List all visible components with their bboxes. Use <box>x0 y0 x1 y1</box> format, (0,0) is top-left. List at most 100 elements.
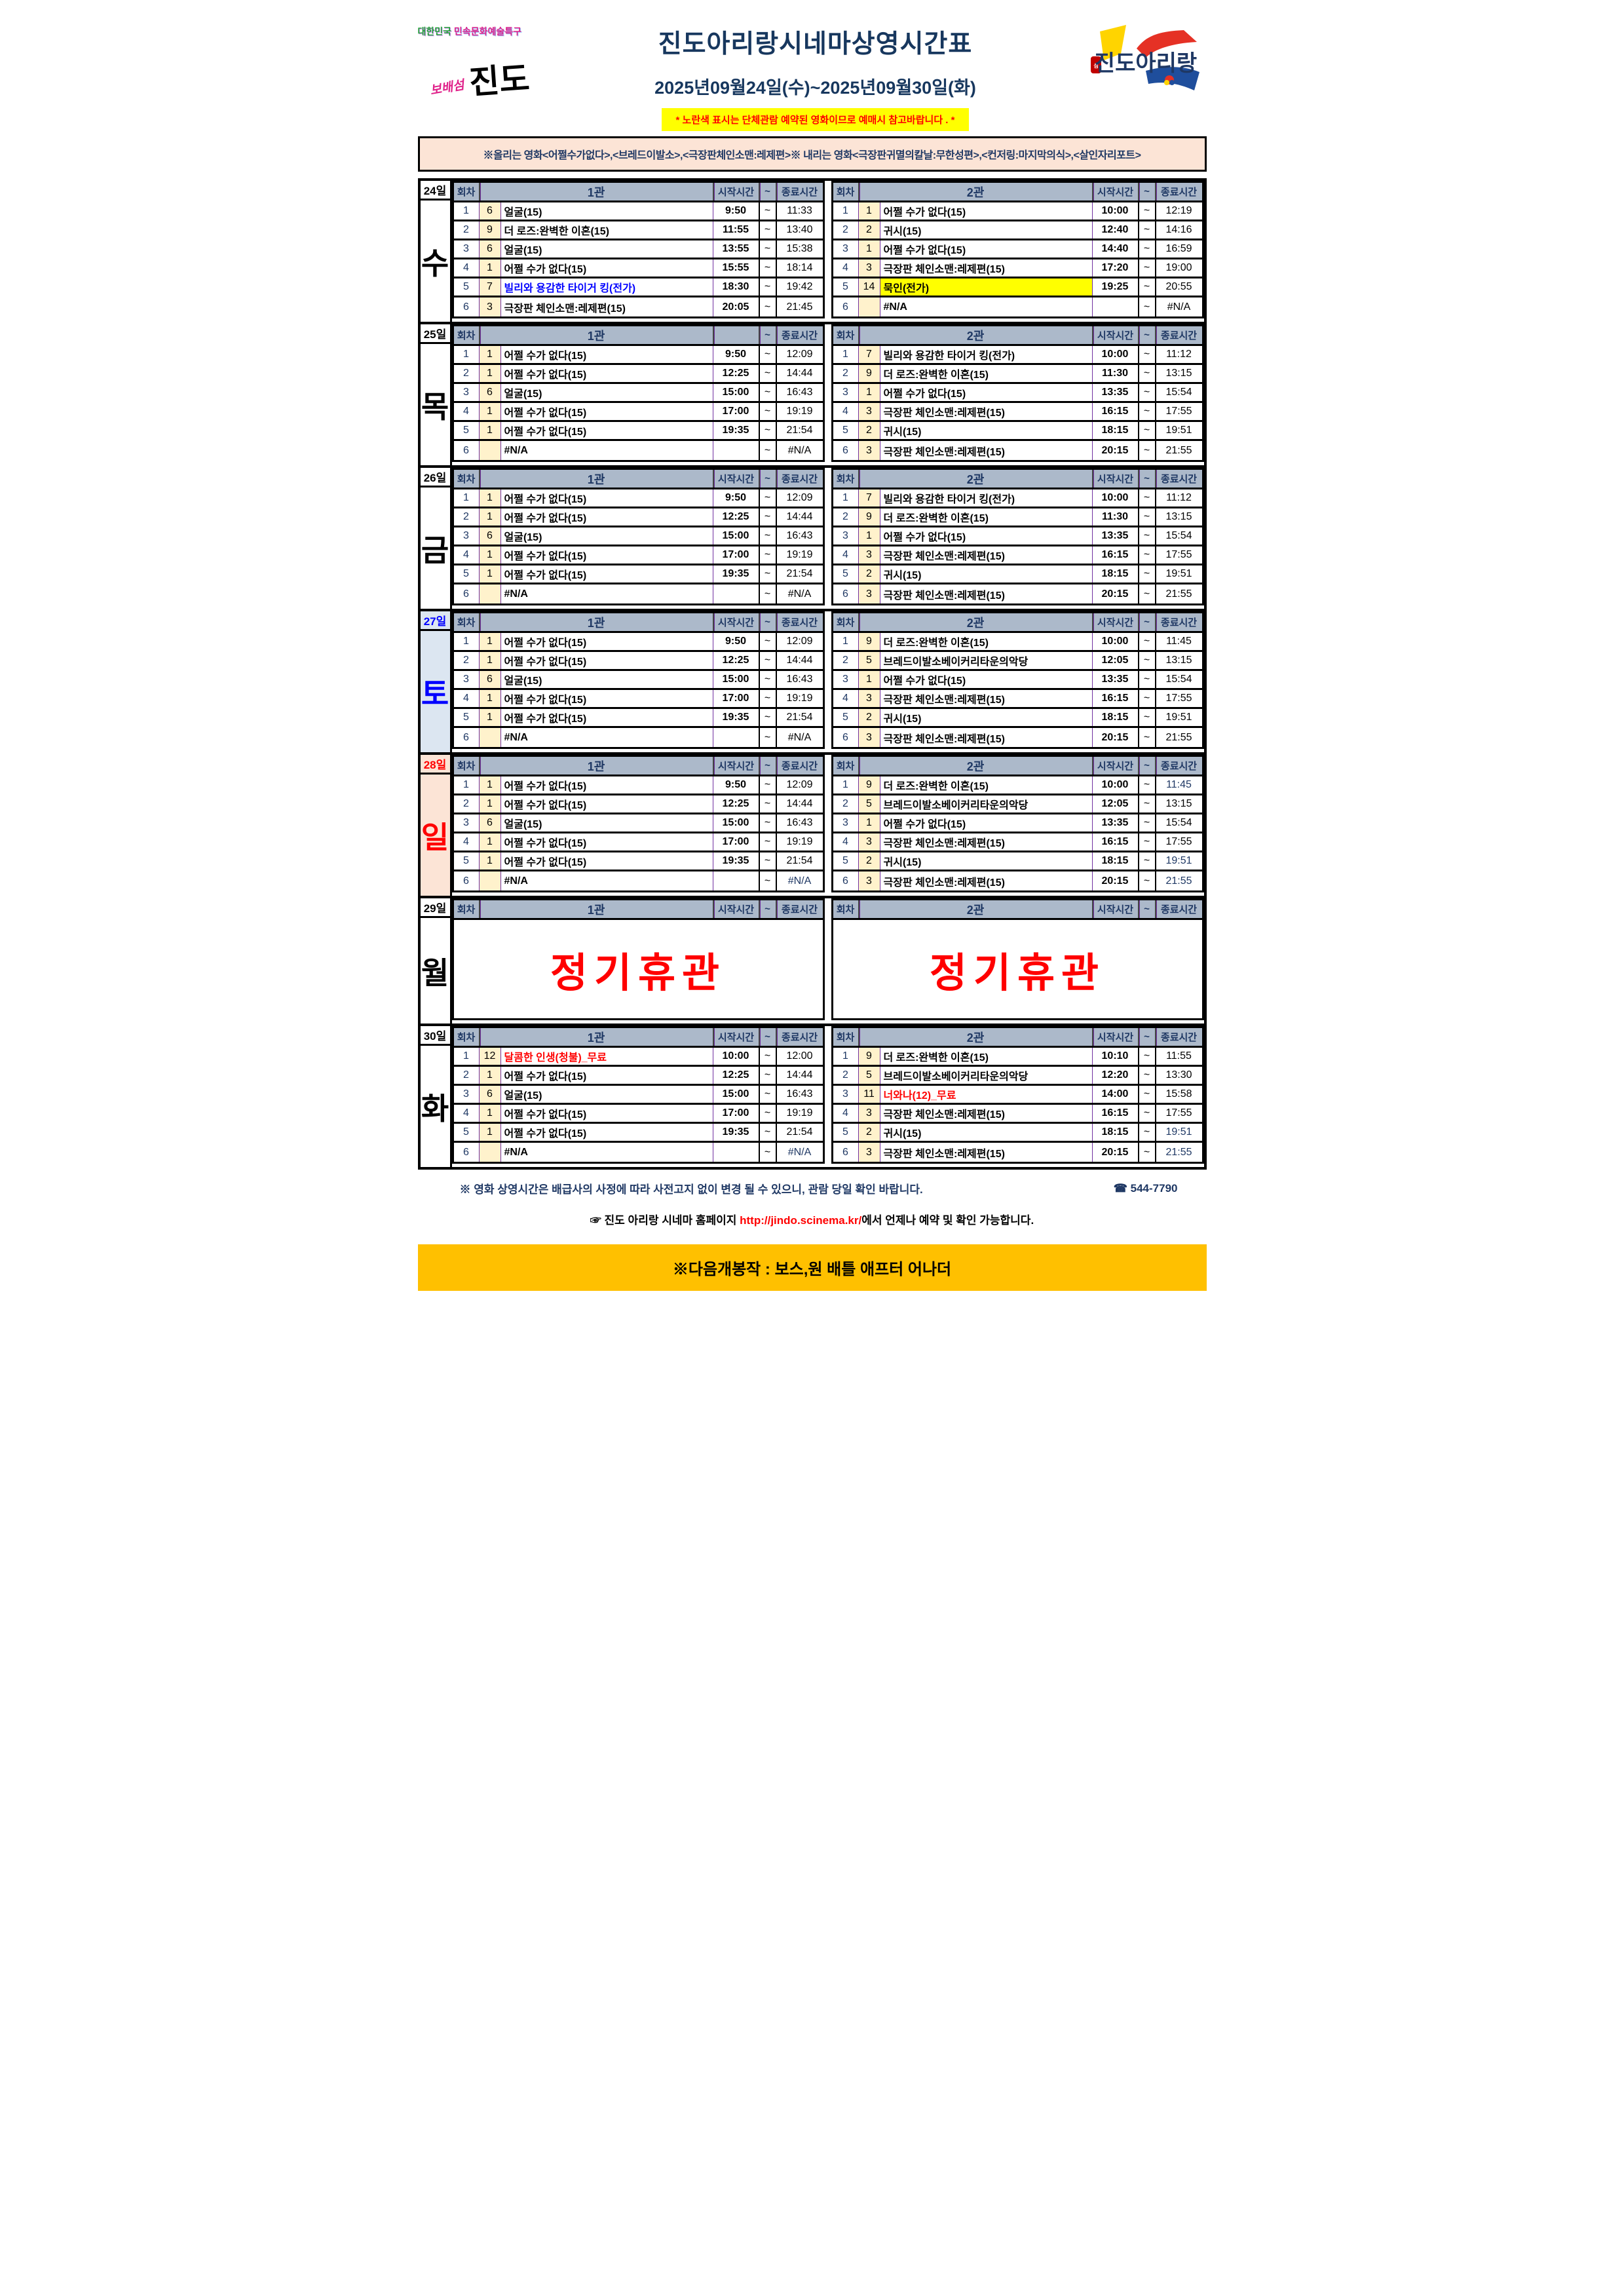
theater-table: 회차 2관 시작시간 ~ 종료시간 1 9 더 로즈:완벽한 이혼(15) 10:10 ~11:5… <box>831 1026 1204 1164</box>
round-cell: 2 <box>842 655 848 666</box>
start-time-cell: 11:30 <box>1091 508 1138 526</box>
tilde-cell: ~ <box>758 403 776 420</box>
start-time-header: 시작시간 <box>1091 613 1138 631</box>
tilde-cell: ~ <box>1137 384 1155 401</box>
code-cell: 11 <box>858 1086 880 1103</box>
end-time-cell: 21:54 <box>775 709 823 726</box>
round-cell: 3 <box>842 530 848 541</box>
tilde-cell: ~ <box>1137 365 1155 382</box>
end-time-cell: 11:33 <box>775 202 823 220</box>
start-time-cell: 17:00 <box>712 690 759 707</box>
movie-title-cell: 어쩔 수가 없다(15) <box>883 532 966 543</box>
code-cell: 1 <box>478 508 501 526</box>
schedule-row: 6 #N/A ~ #N/A <box>454 584 823 603</box>
movie-title-cell: 어쩔 수가 없다(15) <box>504 570 587 581</box>
theater-header-row: 회차 2관 시작시간 ~ 종료시간 <box>833 757 1202 776</box>
theater-header-row: 회차 1관 시작시간 ~ 종료시간 <box>453 757 823 776</box>
movie-title-cell: #N/A <box>504 731 528 743</box>
code-cell: 1 <box>478 546 501 564</box>
code-cell <box>478 1143 501 1162</box>
round-cell: 2 <box>463 798 469 809</box>
end-time-cell: 17:55 <box>1154 1105 1202 1122</box>
end-time-cell: 21:54 <box>775 422 823 439</box>
day-column: 30일 화 <box>420 1026 452 1167</box>
end-time-cell: 16:43 <box>775 527 823 545</box>
timetable-page: 대한민국 민속문화예술특구 보배섬 진도 진도아리랑시네마상영시간표 2025년… <box>406 0 1218 1330</box>
movie-title-cell: #N/A <box>883 301 907 313</box>
start-time-cell: 11:30 <box>1091 365 1138 382</box>
tilde-cell: ~ <box>758 690 776 707</box>
movie-title-cell: 극장판 체인소맨:레제편(15) <box>883 733 1005 745</box>
tilde-cell: ~ <box>1137 297 1155 316</box>
schedule-table: 24일 수 회차 1관 시작시간 ~ 종료시간 1 6 얼굴(15) 9:50 ~11:33 2 9 더 로… <box>417 178 1207 1170</box>
movie-title-cell: 브레드이발소베이커리타운의악당 <box>883 657 1029 668</box>
start-time-cell: 11:55 <box>712 221 759 239</box>
code-cell: 3 <box>858 1105 880 1122</box>
schedule-row: 6 3 극장판 체인소맨:레제편(15) 20:15 ~21:55 <box>833 441 1202 460</box>
round-cell: 6 <box>463 1146 469 1158</box>
movie-title-cell: 극장판 체인소맨:레제편(15) <box>883 695 1005 706</box>
theater-header-row: 회차 1관 시작시간 ~ 종료시간 <box>453 613 823 633</box>
schedule-row: 6 3 극장판 체인소맨:레제편(15) 20:15 ~21:55 <box>833 728 1202 747</box>
schedule-row: 2 1 어쩔 수가 없다(15) 12:25 ~14:44 <box>453 365 823 384</box>
footer-note-row: ※ 영화 상영시간은 배급사의 사정에 따라 사전고지 없이 변경 될 수 있으… <box>418 1180 1207 1196</box>
round-cell: 4 <box>842 549 848 560</box>
round-header: 회차 <box>457 187 476 198</box>
round-header: 회차 <box>457 761 476 772</box>
start-time-cell: 19:25 <box>1091 278 1138 296</box>
theater-name-header: 1관 <box>478 326 713 344</box>
day-section: 29일 월 회차 1관 시작시간 ~ 종료시간 정기휴관 회차 2관 시작시간 ~ 종료시간 정기휴관 <box>420 896 1204 1024</box>
theater-header-row: 회차 2관 시작시간 ~ 종료시간 <box>833 900 1202 920</box>
code-cell: 3 <box>858 1143 880 1162</box>
theater-table: 회차 2관 시작시간 ~ 종료시간 정기휴관 <box>831 898 1204 1020</box>
end-time-cell: 12:09 <box>775 633 823 650</box>
theater-header-row: 회차 1관 시작시간 ~ 종료시간 <box>453 900 823 920</box>
schedule-row: 6 #N/A ~ #N/A <box>833 297 1202 316</box>
round-cell: 3 <box>842 243 848 254</box>
end-time-cell: 12:00 <box>775 1048 823 1065</box>
movie-title-cell: 어쩔 수가 없다(15) <box>504 370 587 381</box>
start-time-cell: 20:15 <box>1091 728 1138 747</box>
round-header: 회차 <box>836 904 855 915</box>
day-column: 29일 월 <box>420 898 452 1024</box>
tilde-header: ~ <box>758 183 776 201</box>
end-time-cell: 13:15 <box>1154 508 1202 526</box>
start-time-cell: 19:35 <box>712 852 759 870</box>
schedule-row: 5 2 귀시(15) 18:15 ~19:51 <box>833 1124 1202 1143</box>
movie-title-cell: 더 로즈:완벽한 이혼(15) <box>883 638 989 649</box>
theater-header-row: 회차 1관 시작시간 ~ 종료시간 <box>453 183 823 202</box>
tilde-cell: ~ <box>1137 709 1155 726</box>
movie-title-cell: 어쩔 수가 없다(15) <box>504 800 587 811</box>
start-time-cell: 12:25 <box>712 795 759 813</box>
schedule-row: 4 3 극장판 체인소맨:레제편(15) 16:15 ~17:55 <box>833 546 1202 565</box>
tilde-header: ~ <box>758 1028 776 1046</box>
end-time-cell: 14:44 <box>775 508 823 526</box>
round-header: 회차 <box>457 904 476 915</box>
start-time-header: 시작시간 <box>712 1028 759 1046</box>
code-cell: 1 <box>478 365 501 382</box>
start-time-cell: 12:25 <box>712 652 759 669</box>
round-cell: 4 <box>463 836 469 847</box>
start-time-cell: 15:55 <box>712 259 759 277</box>
round-header: 회차 <box>836 187 855 198</box>
code-cell: 1 <box>478 565 501 583</box>
movie-title-cell: 귀시(15) <box>883 226 922 237</box>
theater-header-row: 회차 1관 시작시간 ~ 종료시간 <box>453 470 823 489</box>
round-header: 회차 <box>836 761 855 772</box>
tilde-cell: ~ <box>1137 814 1155 832</box>
theater-table: 회차 1관 ~ 종료시간 1 1 어쩔 수가 없다(15) 9:50 ~12:09 2 1 어쩔 수가… <box>451 324 825 462</box>
start-time-cell: 10:00 <box>1091 776 1138 794</box>
round-cell: 5 <box>842 281 848 292</box>
code-cell: 2 <box>858 852 880 870</box>
start-time-cell: 14:00 <box>1091 1086 1138 1103</box>
code-cell: 7 <box>858 346 880 363</box>
code-cell: 1 <box>478 422 501 439</box>
tilde-cell: ~ <box>758 297 776 316</box>
tilde-cell: ~ <box>1137 240 1155 258</box>
round-header: 회차 <box>836 330 855 341</box>
movie-title-cell: 브레드이발소베이커리타운의악당 <box>883 800 1029 811</box>
round-cell: 3 <box>463 243 469 254</box>
code-cell: 3 <box>858 441 880 460</box>
end-time-header: 종료시간 <box>1154 757 1202 775</box>
schedule-change-note: ※ 영화 상영시간은 배급사의 사정에 따라 사전고지 없이 변경 될 수 있으… <box>459 1183 923 1196</box>
